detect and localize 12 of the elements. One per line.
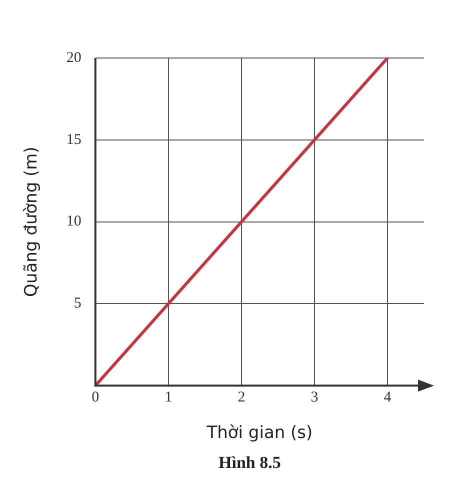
x-tick-label: 2 <box>238 390 246 406</box>
x-tick-label: 1 <box>164 390 172 406</box>
x-tick-label: 4 <box>384 390 392 406</box>
x-axis-title: Thời gian (s) <box>206 423 313 444</box>
y-tick-label: 20 <box>66 50 82 66</box>
x-tick-label: 0 <box>92 390 100 406</box>
y-tick-label: 10 <box>66 214 82 230</box>
y-tick-label: 5 <box>74 296 82 312</box>
text: Hình 8.5 <box>218 453 281 472</box>
y-tick-label: 15 <box>66 132 82 148</box>
y-axis-title: Quãng đường (m) <box>22 146 42 297</box>
x-tick-label: 3 <box>310 390 318 406</box>
